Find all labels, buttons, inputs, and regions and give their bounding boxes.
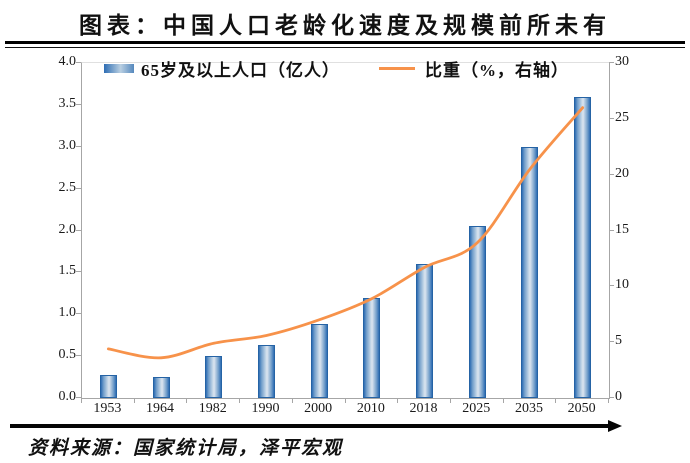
right-axis-tick-label: 0	[615, 389, 622, 404]
trend-line	[106, 106, 585, 360]
bar-2050	[574, 96, 592, 398]
right-axis-tick	[609, 117, 614, 119]
x-axis-tick	[133, 398, 135, 403]
left-axis-tick-label: 2.0	[58, 221, 77, 237]
x-axis-tick	[608, 398, 609, 403]
left-axis-tick	[76, 187, 81, 189]
bar-1982	[205, 356, 223, 398]
left-axis-tick-label: 3.0	[58, 137, 77, 153]
chart-plot-area	[81, 62, 610, 399]
right-axis-tick-label: 10	[615, 277, 629, 293]
right-axis-tick	[609, 341, 614, 343]
x-axis-tick-label: 2035	[514, 401, 543, 416]
bar-series-swatch-icon	[104, 64, 134, 73]
left-axis-tick-label: 2.5	[58, 179, 77, 195]
footer-divider-rule	[10, 424, 609, 428]
right-axis-tick-label: 25	[615, 109, 629, 125]
bar-2035	[521, 146, 539, 398]
right-axis-tick	[609, 285, 614, 287]
left-axis-tick-label: 1.0	[58, 305, 77, 321]
bar-1964	[152, 377, 170, 398]
x-axis-tick-label: 1990	[251, 401, 280, 416]
source-note: 资料来源：国家统计局，泽平宏观	[28, 438, 344, 459]
x-axis-tick-label: 1982	[198, 401, 227, 416]
x-axis-tick	[555, 398, 557, 403]
right-axis-tick	[609, 173, 614, 175]
x-axis-tick-label: 1953	[93, 401, 122, 416]
x-axis-tick	[186, 398, 188, 403]
trend-line-svg	[106, 106, 585, 360]
bar-2000	[310, 324, 328, 398]
legend-item-bars: 65岁及以上人口（亿人）	[104, 56, 340, 80]
x-axis-tick-label: 2025	[462, 401, 491, 416]
title-divider-rule	[5, 41, 685, 48]
x-axis-tick	[81, 398, 82, 403]
legend-bar-label: 65岁及以上人口（亿人）	[141, 61, 340, 80]
left-axis-tick	[76, 313, 81, 315]
left-axis-tick	[76, 103, 81, 105]
bar-2025	[468, 226, 486, 398]
left-axis-tick-label: 0.0	[58, 389, 77, 404]
line-series-swatch-icon	[379, 67, 415, 70]
x-axis-tick-label: 2018	[409, 401, 438, 416]
left-axis-tick-label: 1.5	[58, 263, 77, 279]
x-axis-tick-label: 2050	[567, 401, 596, 416]
x-axis-tick	[239, 398, 241, 403]
left-axis-tick-label: 3.5	[58, 95, 77, 111]
right-axis-tick-label: 30	[615, 54, 629, 69]
page-title: 图表：中国人口老龄化速度及规模前所未有	[79, 13, 611, 38]
footer-rule-arrow-icon	[608, 420, 622, 432]
x-axis-tick-label: 2000	[304, 401, 333, 416]
right-axis-tick	[609, 62, 614, 63]
legend-line-label: 比重（%，右轴）	[425, 61, 569, 80]
legend-item-line: 比重（%，右轴）	[379, 56, 569, 80]
x-axis-tick	[502, 398, 504, 403]
right-axis-tick-label: 20	[615, 165, 629, 181]
left-axis-tick-label: 0.5	[58, 347, 77, 363]
x-axis-tick-label: 1964	[146, 401, 175, 416]
bar-1990	[257, 345, 275, 398]
left-axis-tick	[76, 355, 81, 357]
x-axis-tick	[397, 398, 399, 403]
x-axis-tick	[291, 398, 293, 403]
x-axis-tick	[449, 398, 451, 403]
left-axis-tick	[76, 229, 81, 231]
left-axis-tick	[76, 271, 81, 273]
right-axis-tick-label: 15	[615, 221, 629, 237]
bar-2018	[416, 264, 434, 398]
left-axis-tick-label: 4.0	[58, 54, 77, 69]
right-axis-tick-label: 5	[615, 333, 622, 349]
right-axis-tick	[609, 397, 614, 398]
left-axis-tick	[76, 145, 81, 147]
x-axis-tick	[344, 398, 346, 403]
left-axis-tick	[76, 62, 81, 63]
left-axis-tick	[76, 397, 81, 398]
right-axis-tick	[609, 229, 614, 231]
x-axis-tick-label: 2010	[356, 401, 385, 416]
bar-1953	[99, 375, 117, 398]
